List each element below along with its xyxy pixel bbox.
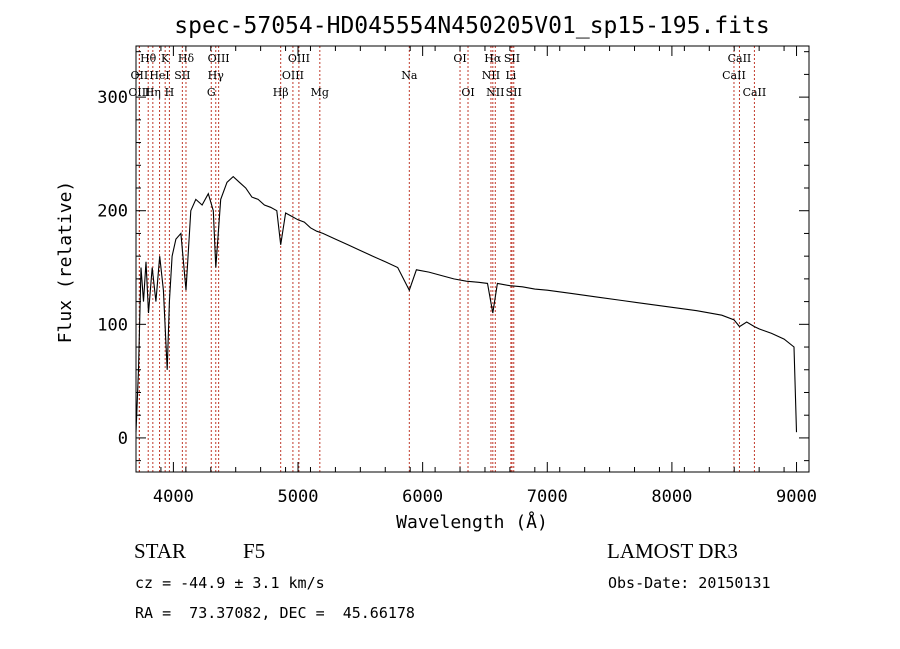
y-tick-label: 0 xyxy=(118,429,128,449)
x-tick-label: 9000 xyxy=(776,487,817,507)
line-label: K xyxy=(161,52,170,65)
line-label: SII xyxy=(506,86,522,99)
y-axis-label: Flux (relative) xyxy=(55,181,76,344)
y-tick-label: 100 xyxy=(97,315,128,335)
line-label: Mg xyxy=(311,86,329,99)
y-axis-ticks: 0 100 200 300 xyxy=(97,51,809,462)
line-label: Hδ xyxy=(178,52,195,65)
x-tick-label: 6000 xyxy=(402,487,443,507)
line-label: CaII xyxy=(728,52,752,65)
y-tick-label: 200 xyxy=(97,202,128,222)
object-subclass: F5 xyxy=(243,539,266,563)
x-tick-label: 4000 xyxy=(153,487,194,507)
x-tick-label: 8000 xyxy=(651,487,692,507)
line-label: Hγ xyxy=(208,69,225,82)
line-label: OI xyxy=(453,52,466,65)
y-tick-label: 300 xyxy=(97,88,128,108)
line-label: Hβ xyxy=(273,86,289,99)
line-label: OII xyxy=(131,69,149,82)
line-label: OI xyxy=(461,86,474,99)
line-label: CaII xyxy=(743,86,767,99)
line-label: SII xyxy=(504,52,520,65)
x-axis-label: Wavelength (Å) xyxy=(396,511,548,533)
line-label: NII xyxy=(482,69,500,82)
line-label: CaII xyxy=(722,69,746,82)
line-label: OIII xyxy=(288,52,310,65)
velocity-readout: cz = -44.9 ± 3.1 km/s xyxy=(135,574,325,592)
coordinates-readout: RA = 73.37082, DEC = 45.66178 xyxy=(135,604,415,622)
x-tick-label: 7000 xyxy=(527,487,568,507)
spectral-line-markers xyxy=(138,46,755,472)
line-label: SII xyxy=(174,69,190,82)
x-axis-ticks: 4000 5000 6000 7000 8000 9000 xyxy=(135,46,817,507)
x-tick-label: 5000 xyxy=(278,487,319,507)
line-label: HeI xyxy=(149,69,169,82)
chart-title: spec-57054-HD045554N450205V01_sp15-195.f… xyxy=(174,13,769,39)
line-label: OIII xyxy=(208,52,230,65)
line-label: Hθ xyxy=(140,52,157,65)
line-label: Hη xyxy=(145,86,161,99)
line-label: H xyxy=(165,86,175,99)
line-label: G xyxy=(207,86,216,99)
object-class: STAR xyxy=(134,539,186,563)
line-label: Li xyxy=(505,69,516,82)
spectrum-line xyxy=(135,175,798,433)
line-label: NII xyxy=(486,86,504,99)
line-label: Na xyxy=(401,69,418,82)
line-label: OIII xyxy=(282,69,304,82)
spectral-line-labels: OII OIII Hθ Hη HeI K H Hδ SII OIII Hγ G Hβ OIII OIII Mg… xyxy=(128,52,766,99)
line-label: Hα xyxy=(484,52,502,65)
line-label: OIII xyxy=(128,86,150,99)
plot-frame xyxy=(135,45,810,473)
survey-name: LAMOST DR3 xyxy=(607,539,738,563)
observation-date: Obs-Date: 20150131 xyxy=(608,574,771,592)
